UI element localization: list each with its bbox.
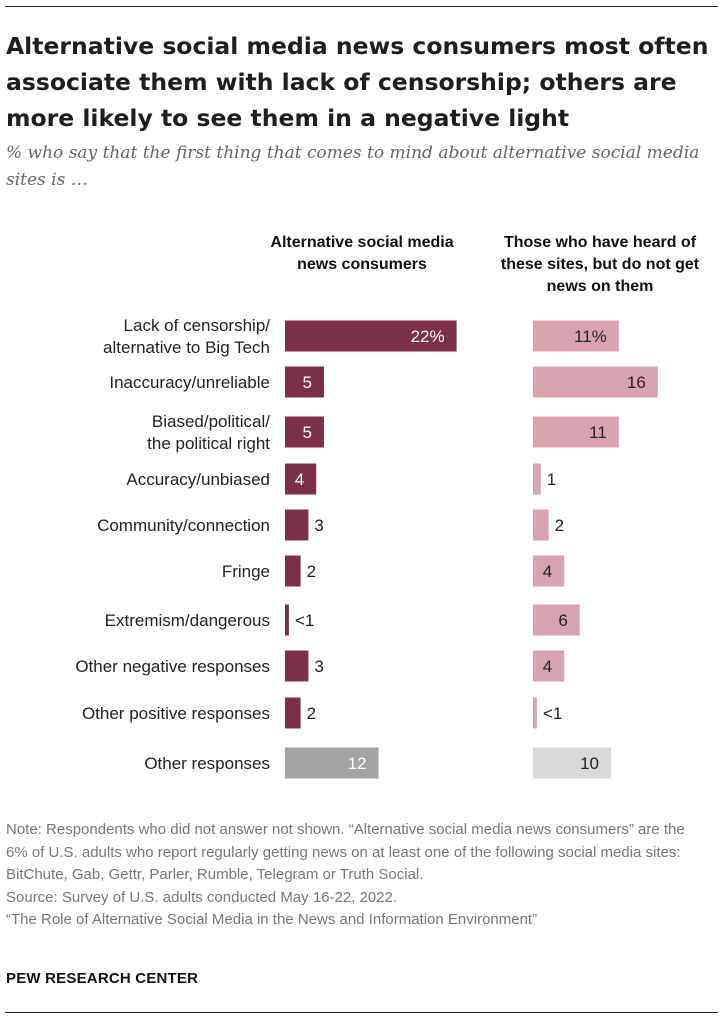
bar-consumers xyxy=(285,650,309,682)
chart-subtitle: % who say that the first thing that come… xyxy=(6,143,700,190)
brand-logo-text: PEW RESEARCH CENTER xyxy=(6,970,199,987)
category-label: Biased/political/the political right xyxy=(147,412,270,453)
bar-consumers xyxy=(285,463,317,495)
value-label-heard: 11 xyxy=(589,423,607,442)
value-label-consumers: 3 xyxy=(314,657,323,676)
bar-consumers xyxy=(285,416,324,448)
category-label: Extremism/dangerous xyxy=(105,611,270,630)
value-label-heard: 2 xyxy=(555,516,564,535)
column-header-consumers: Alternative social media news consumers xyxy=(270,234,454,273)
bar-heard xyxy=(533,320,619,352)
chart-title: Alternative social media news consumers … xyxy=(6,32,709,132)
bar-heard xyxy=(533,463,541,495)
bar-chart: Lack of censorship/alternative to Big Te… xyxy=(75,316,658,779)
value-label-consumers: 5 xyxy=(303,423,312,442)
report-title-text: “The Role of Alternative Social Media in… xyxy=(6,911,538,928)
value-label-consumers: 5 xyxy=(303,373,312,392)
value-label-heard: 6 xyxy=(558,611,567,630)
value-label-heard: 4 xyxy=(543,657,552,676)
category-label: Accuracy/unbiased xyxy=(126,470,270,489)
note-text: Note: Respondents who did not answer not… xyxy=(6,821,685,883)
value-label-consumers: 2 xyxy=(307,704,316,723)
value-label-heard: 1 xyxy=(547,470,556,489)
value-label-consumers: 12 xyxy=(348,754,367,773)
bar-consumers xyxy=(285,697,301,729)
bottom-rule xyxy=(5,1012,718,1013)
top-rule xyxy=(5,6,718,7)
category-label: Lack of censorship/alternative to Big Te… xyxy=(103,316,270,357)
value-label-consumers: 2 xyxy=(307,562,316,581)
category-label: Other negative responses xyxy=(75,657,270,676)
bar-heard xyxy=(533,509,549,541)
bar-consumers xyxy=(285,509,309,541)
bar-consumers xyxy=(285,366,324,398)
bar-heard xyxy=(533,604,580,636)
value-label-consumers: 4 xyxy=(295,470,304,489)
value-label-heard: <1 xyxy=(543,704,562,723)
bar-heard xyxy=(533,747,611,779)
category-label: Inaccuracy/unreliable xyxy=(109,373,270,392)
value-label-heard: 11% xyxy=(574,327,607,346)
bar-consumers xyxy=(285,604,289,636)
value-label-heard: 10 xyxy=(580,754,599,773)
value-label-heard: 4 xyxy=(543,562,552,581)
value-label-heard: 16 xyxy=(627,373,646,392)
value-label-consumers: 22% xyxy=(411,327,445,346)
category-label: Fringe xyxy=(222,562,270,581)
bar-heard xyxy=(533,366,658,398)
bar-consumers xyxy=(285,555,301,587)
bar-heard xyxy=(533,555,565,587)
notes: Note: Respondents who did not answer not… xyxy=(6,819,706,932)
bar-heard xyxy=(533,697,537,729)
value-label-consumers: <1 xyxy=(295,611,314,630)
bar-heard xyxy=(533,650,565,682)
category-label: Other positive responses xyxy=(82,704,270,723)
column-header-heard: Those who have heard of these sites, but… xyxy=(500,234,700,295)
bar-consumers xyxy=(285,320,457,352)
bar-consumers xyxy=(285,747,379,779)
category-label: Community/connection xyxy=(97,516,270,535)
value-label-consumers: 3 xyxy=(314,516,323,535)
source-text: Source: Survey of U.S. adults conducted … xyxy=(6,888,398,906)
bar-heard xyxy=(533,416,619,448)
category-label: Other responses xyxy=(144,754,270,773)
